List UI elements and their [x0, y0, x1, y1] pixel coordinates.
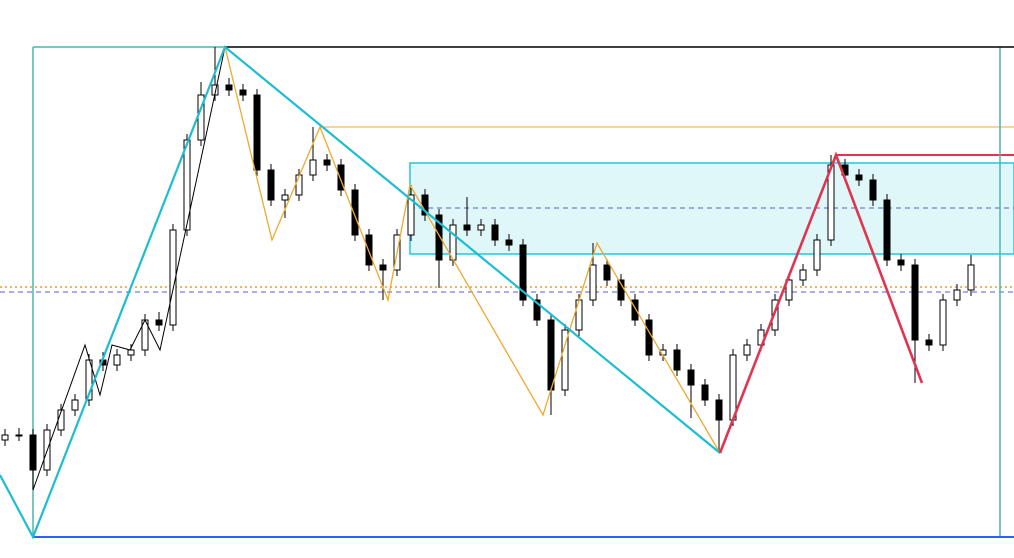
candle-body — [533, 299, 541, 321]
candle-body — [967, 264, 975, 291]
candle-body — [813, 239, 821, 271]
candle-body — [743, 344, 751, 356]
candle-body — [911, 264, 919, 341]
candle-body — [477, 224, 485, 231]
candle-body — [267, 169, 275, 201]
candle-body — [603, 264, 611, 281]
candle-body — [463, 224, 471, 231]
candle-body — [561, 329, 569, 391]
candle-body — [953, 289, 961, 301]
candle-body — [715, 399, 723, 421]
thin-zigzag — [32, 46, 226, 491]
candle-body — [435, 214, 443, 261]
candle-body — [547, 319, 555, 391]
orange-zigzag — [224, 46, 721, 454]
candle-body — [883, 199, 891, 261]
overlays — [0, 46, 1014, 538]
candle-body — [855, 174, 863, 181]
candle-body — [631, 299, 639, 321]
candle-body — [799, 269, 807, 281]
candle-body — [687, 369, 695, 386]
candle-body — [925, 339, 933, 346]
candle-body — [337, 164, 345, 191]
candle-body — [29, 434, 37, 471]
candle-body — [519, 244, 527, 301]
candle-body — [379, 264, 387, 271]
candles — [1, 47, 975, 490]
candle-body — [701, 384, 709, 401]
candle-body — [281, 194, 289, 201]
candle-body — [897, 259, 905, 266]
red-zigzag — [718, 151, 924, 454]
candle-body — [253, 94, 261, 171]
candle-body — [869, 179, 877, 201]
candle-body — [225, 84, 233, 91]
candle-body — [155, 319, 163, 326]
candle-body — [239, 89, 247, 96]
cyan-zigzag — [0, 45, 721, 540]
candle-body — [71, 399, 79, 411]
candle-body — [407, 194, 415, 236]
candle-body — [785, 279, 793, 301]
candle-body — [351, 189, 359, 236]
candle-body — [729, 354, 737, 421]
candle-body — [1, 434, 9, 441]
candle-body — [113, 354, 121, 366]
candle-body — [673, 349, 681, 371]
candle-body — [309, 159, 317, 176]
candle-body — [575, 299, 583, 331]
candle-body — [183, 139, 191, 231]
candle-body — [505, 239, 513, 246]
candle-body — [491, 224, 499, 241]
candle-body — [589, 264, 597, 301]
candle-body — [127, 349, 135, 356]
candle-body — [15, 434, 23, 437]
candle-body — [645, 319, 653, 356]
candle-body — [939, 299, 947, 346]
candle-body — [323, 159, 331, 166]
zigzags — [0, 45, 924, 540]
